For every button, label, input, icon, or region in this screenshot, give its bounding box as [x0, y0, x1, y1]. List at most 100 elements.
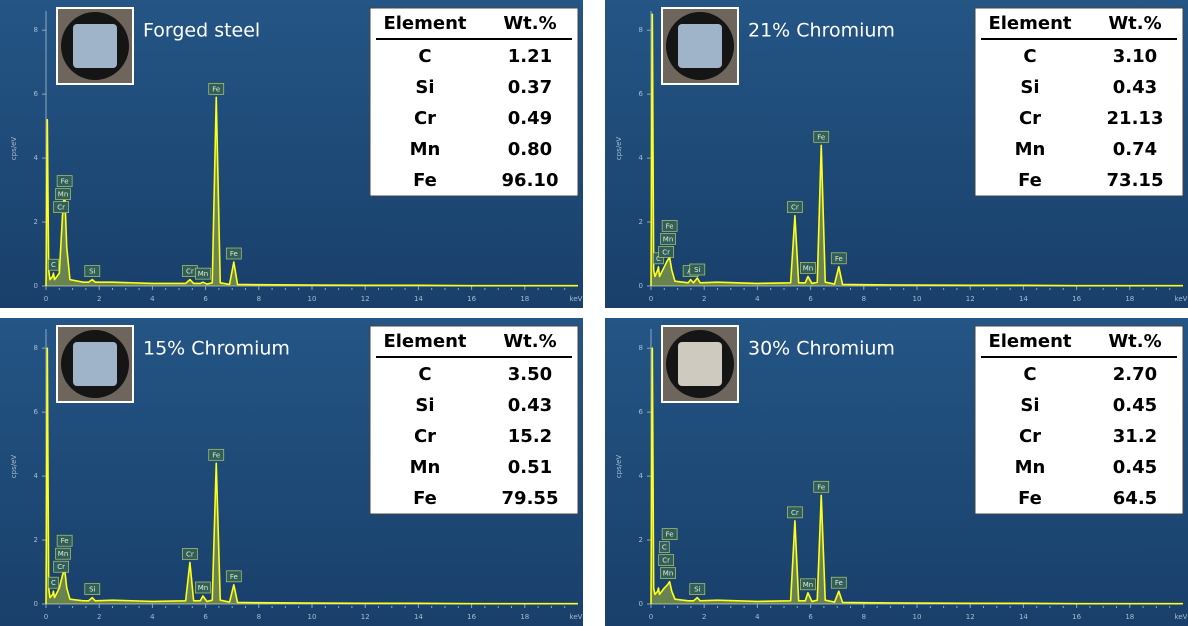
peak-label: Mn: [198, 584, 208, 592]
x-tick-label: 12: [361, 613, 370, 621]
y-tick-label: 4: [34, 154, 39, 162]
y-tick-label: 0: [639, 600, 643, 608]
y-axis-label: cps/eV: [615, 137, 623, 161]
x-tick-label: 0: [649, 613, 653, 621]
table-cell: 73.15: [1107, 170, 1164, 191]
sample-face: [678, 24, 722, 68]
x-tick-label: 10: [913, 295, 922, 303]
table-header: Element: [383, 13, 466, 34]
x-tick-label: 6: [808, 613, 813, 621]
table-cell: 15.2: [508, 426, 552, 447]
y-axis-label: cps/eV: [615, 455, 623, 479]
y-tick-label: 8: [34, 344, 38, 352]
peak-label: Cr: [791, 509, 799, 517]
x-axis-label: keV: [1175, 295, 1188, 303]
table-cell: 0.43: [1113, 77, 1157, 98]
y-tick-label: 4: [639, 472, 644, 480]
x-tick-label: 14: [414, 295, 423, 303]
table-cell: Mn: [410, 139, 441, 160]
table-cell: 0.45: [1113, 457, 1157, 478]
x-tick-label: 4: [755, 295, 760, 303]
panel: 02468101214161802468keVcps/eVCCrMnFeAlSi…: [605, 0, 1188, 308]
peak-label: Mn: [663, 235, 673, 243]
table-cell: Si: [415, 77, 434, 98]
panel-title: 15% Chromium: [143, 338, 290, 360]
y-tick-label: 2: [639, 536, 643, 544]
table-cell: 0.49: [508, 108, 552, 129]
table-cell: 0.74: [1113, 139, 1157, 160]
x-tick-label: 16: [467, 613, 476, 621]
peak-label: Cr: [57, 204, 65, 212]
table-cell: 3.10: [1113, 46, 1157, 67]
x-tick-label: 8: [862, 295, 866, 303]
x-tick-label: 12: [361, 295, 370, 303]
panel: 02468101214161802468keVcps/eVCCrMnFeSiCr…: [0, 0, 583, 308]
figure: 0 2 4 6 8 10 12 14 16 18 0 2 4 6 8 keV cps/eV C Cr Mn Fe Si Cr…: [0, 0, 1188, 626]
table-cell: 0.45: [1113, 395, 1157, 416]
x-axis-label: keV: [570, 295, 583, 303]
peak-label: Cr: [662, 557, 670, 565]
peak-label: Fe: [61, 178, 69, 186]
x-tick-label: 10: [308, 613, 317, 621]
peak-label: Si: [694, 586, 700, 594]
table-header: Element: [383, 331, 466, 352]
y-tick-label: 2: [34, 536, 38, 544]
x-tick-label: 0: [44, 295, 48, 303]
peak-label: Fe: [817, 483, 825, 491]
peak-label: Si: [694, 266, 700, 274]
y-tick-label: 2: [34, 218, 38, 226]
peak-label: Mn: [803, 264, 813, 272]
table-cell: Si: [1020, 77, 1039, 98]
x-tick-label: 8: [257, 613, 261, 621]
y-axis-label: cps/eV: [10, 455, 18, 479]
table-cell: 0.37: [508, 77, 552, 98]
table-cell: Mn: [410, 457, 441, 478]
table-header: Element: [988, 13, 1071, 34]
x-tick-label: 16: [467, 295, 476, 303]
x-tick-label: 0: [44, 613, 48, 621]
table-header: Wt.%: [503, 331, 556, 352]
sample-face: [73, 24, 117, 68]
table-header: Element: [988, 331, 1071, 352]
peak-label: Mn: [803, 581, 813, 589]
y-tick-label: 8: [639, 26, 643, 34]
table-cell: 0.51: [508, 457, 552, 478]
peak-label: Fe: [666, 531, 674, 539]
peak-label: Fe: [835, 579, 843, 587]
peak-label: Fe: [835, 255, 843, 263]
y-tick-label: 6: [34, 408, 39, 416]
peak-label: Fe: [212, 451, 220, 459]
peak-label: Mn: [58, 191, 68, 199]
table-cell: C: [418, 364, 431, 385]
peak-label: Cr: [186, 550, 194, 558]
y-tick-label: 0: [34, 600, 38, 608]
table-cell: 64.5: [1113, 488, 1157, 509]
table-cell: Si: [1020, 395, 1039, 416]
x-tick-label: 4: [150, 613, 155, 621]
y-tick-label: 0: [34, 282, 38, 290]
table-cell: Mn: [1015, 457, 1046, 478]
x-tick-label: 4: [150, 295, 155, 303]
table-cell: Mn: [1015, 139, 1046, 160]
table-cell: Fe: [1018, 170, 1042, 191]
peak-label: Fe: [230, 573, 238, 581]
peak-label: C: [51, 261, 56, 269]
x-tick-label: 16: [1072, 613, 1081, 621]
table-box: [370, 8, 578, 196]
table-cell: Cr: [414, 108, 436, 129]
x-tick-label: 18: [520, 295, 529, 303]
y-tick-label: 6: [639, 408, 644, 416]
sample-face: [73, 342, 117, 386]
peak-label: Si: [89, 268, 95, 276]
peak-label: Mn: [663, 570, 673, 578]
table-cell: 2.70: [1113, 364, 1157, 385]
panel: 02468101214161802468keVcps/eVMnCrCFeSiCr…: [605, 318, 1188, 626]
panel-title: 21% Chromium: [748, 20, 895, 42]
x-axis-label: keV: [1175, 613, 1188, 621]
peak-label: Si: [89, 586, 95, 594]
peak-label: C: [51, 579, 56, 587]
y-tick-label: 8: [639, 344, 643, 352]
table-header: Wt.%: [1108, 331, 1161, 352]
x-tick-label: 4: [755, 613, 760, 621]
x-tick-label: 18: [520, 613, 529, 621]
